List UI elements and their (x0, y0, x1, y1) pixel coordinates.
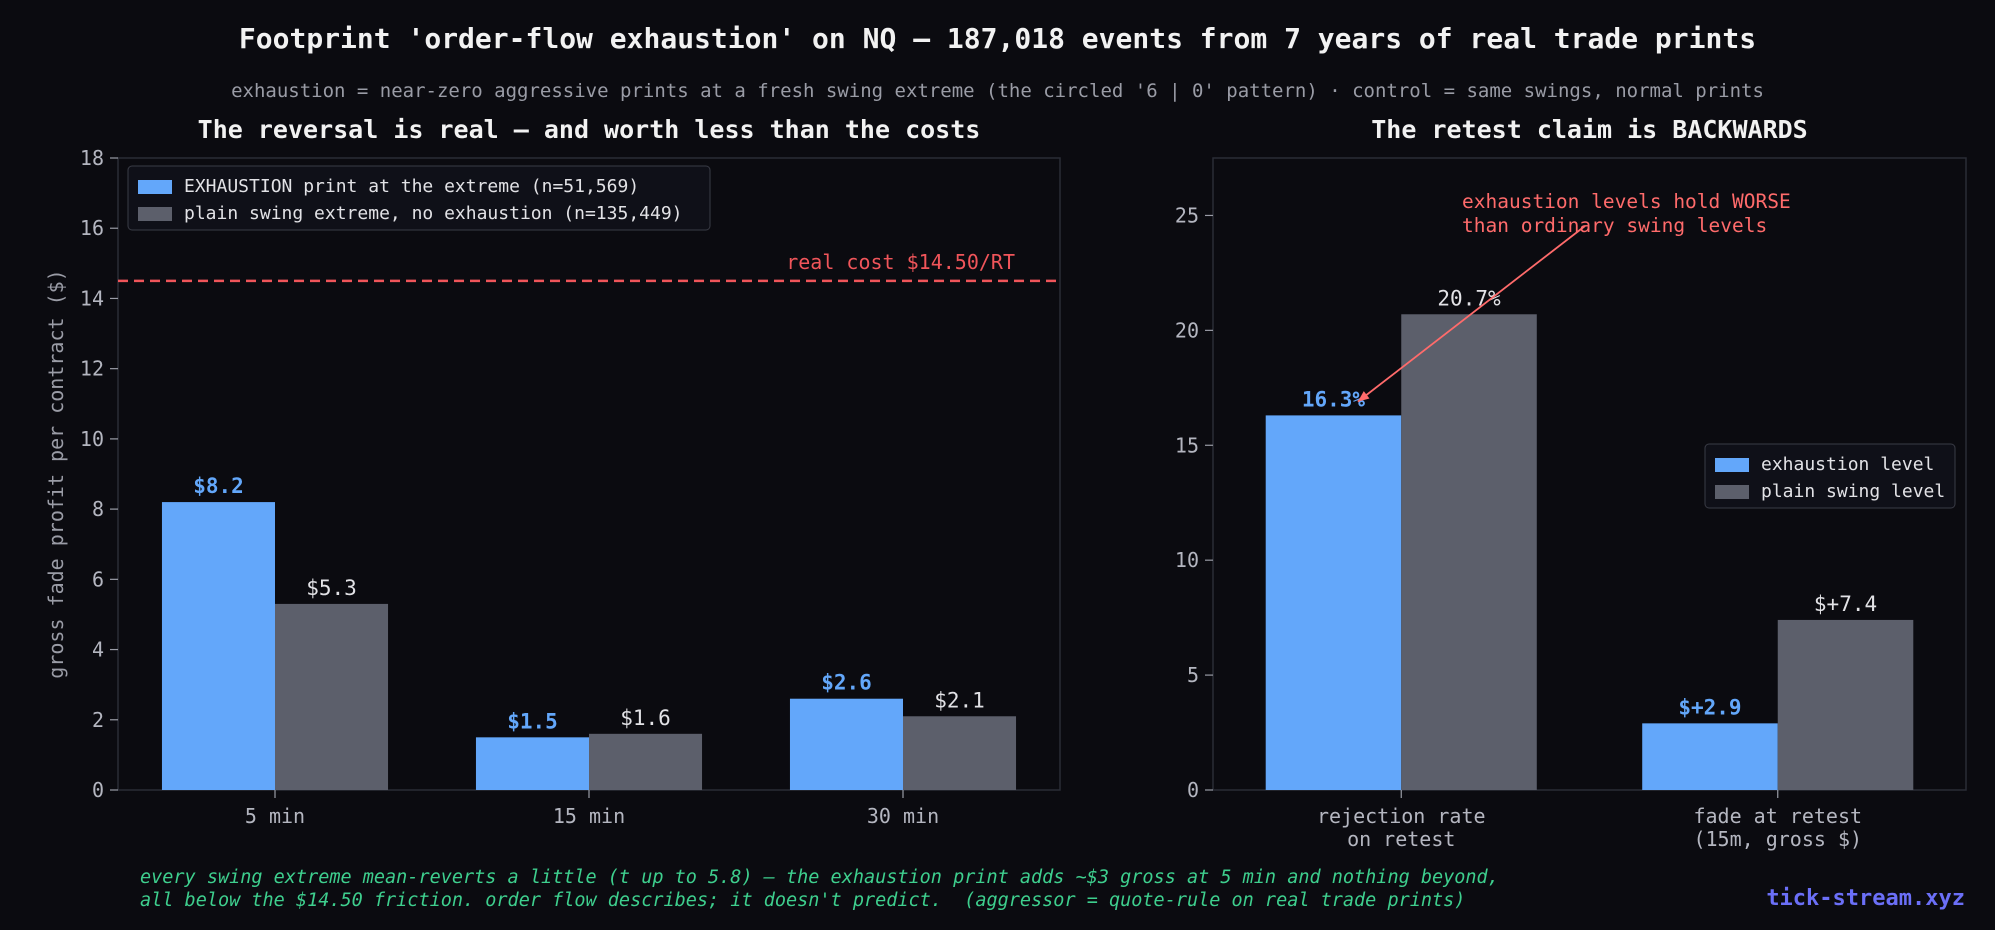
chart1-legend-swatch (138, 207, 172, 221)
chart1-ytick-label: 14 (80, 286, 104, 310)
chart2-ytick-label: 15 (1175, 433, 1199, 457)
chart1-ytick-label: 10 (80, 427, 104, 451)
chart1-bar-exhaustion (161, 502, 275, 790)
chart2-data-label: $+7.4 (1814, 592, 1877, 616)
chart2-ytick-label: 20 (1175, 318, 1199, 342)
chart1-legend-label: EXHAUSTION print at the extreme (n=51,56… (184, 176, 639, 197)
chart2-legend-label: exhaustion level (1761, 454, 1934, 475)
chart2-plot-frame (1212, 157, 1967, 791)
chart1-data-label: $1.5 (507, 709, 558, 733)
chart2-xtick-label: fade at retest (15m, gross $) (1693, 804, 1862, 851)
chart2-bar-exhaustion (1642, 723, 1778, 790)
chart1-bar-exhaustion (789, 698, 903, 790)
chart2-legend-label: plain swing level (1761, 481, 1945, 502)
chart2-data-label: $+2.9 (1678, 695, 1741, 719)
footer-line-2: all below the $14.50 friction. order flo… (140, 890, 1466, 911)
chart1-ytick-label: 6 (92, 567, 104, 591)
chart1-data-label: $2.1 (934, 688, 985, 712)
chart2-ytick-label: 10 (1175, 548, 1199, 572)
chart2-ytick-label: 5 (1187, 663, 1199, 687)
brand-link[interactable]: tick-stream.xyz (1766, 886, 1965, 911)
page-subtitle: exhaustion = near-zero aggressive prints… (231, 80, 1764, 102)
chart1-ytick-label: 8 (92, 497, 104, 521)
chart2-data-label: 16.3% (1302, 387, 1366, 411)
chart2-ytick-label: 25 (1175, 203, 1199, 227)
chart1-bar-plain (275, 603, 389, 790)
chart2-ytick-label: 0 (1187, 778, 1199, 802)
chart2-bar-plain (1777, 619, 1914, 790)
chart2-title: The retest claim is BACKWARDS (1371, 115, 1808, 144)
chart1-cost-line-label: real cost $14.50/RT (786, 250, 1015, 274)
chart1-ylabel: gross fade profit per contract ($) (44, 269, 68, 678)
footer-line-1: every swing extreme mean-reverts a littl… (140, 867, 1499, 888)
chart1-ytick-label: 2 (92, 708, 104, 732)
chart1-xtick-label: 5 min (245, 804, 305, 828)
chart1-ytick-label: 12 (80, 357, 104, 381)
chart1-bar-exhaustion (475, 737, 589, 790)
chart1-ytick-label: 4 (92, 638, 104, 662)
chart2-annotation-arrow (1357, 225, 1586, 403)
page-title: Footprint 'order-flow exhaustion' on NQ … (238, 22, 1757, 55)
chart1-legend-swatch (138, 180, 172, 194)
chart2-bar-plain (1401, 314, 1537, 790)
chart2-legend-swatch (1715, 485, 1749, 499)
chart1-xtick-label: 15 min (553, 804, 625, 828)
chart1-ytick-label: 18 (80, 146, 104, 170)
chart1-data-label: $1.6 (620, 706, 671, 730)
chart1-legend-label: plain swing extreme, no exhaustion (n=13… (184, 203, 683, 224)
chart2-annotation-arrowhead (1357, 391, 1370, 402)
chart1-ytick-label: 16 (80, 216, 104, 240)
chart1-data-label: $5.3 (306, 576, 357, 600)
chart2-bar-exhaustion (1265, 415, 1402, 790)
footer-note: every swing extreme mean-reverts a littl… (140, 866, 1499, 912)
chart2-legend-swatch (1715, 458, 1749, 472)
chart1-data-label: $2.6 (821, 671, 872, 695)
chart2-annotation-text: exhaustion levels hold WORSE than ordinar… (1462, 190, 1791, 237)
chart1-legend-box (127, 165, 711, 231)
chart1-bar-plain (903, 716, 1017, 790)
chart1-ytick-label: 0 (92, 778, 104, 802)
chart2-legend-box (1704, 443, 1956, 509)
chart1-data-label: $8.2 (193, 474, 244, 498)
chart1-xtick-label: 30 min (867, 804, 939, 828)
chart2-xtick-label: rejection rate on retest (1317, 804, 1486, 851)
chart1-title: The reversal is real — and worth less th… (198, 115, 981, 144)
chart1-bar-plain (589, 733, 703, 790)
